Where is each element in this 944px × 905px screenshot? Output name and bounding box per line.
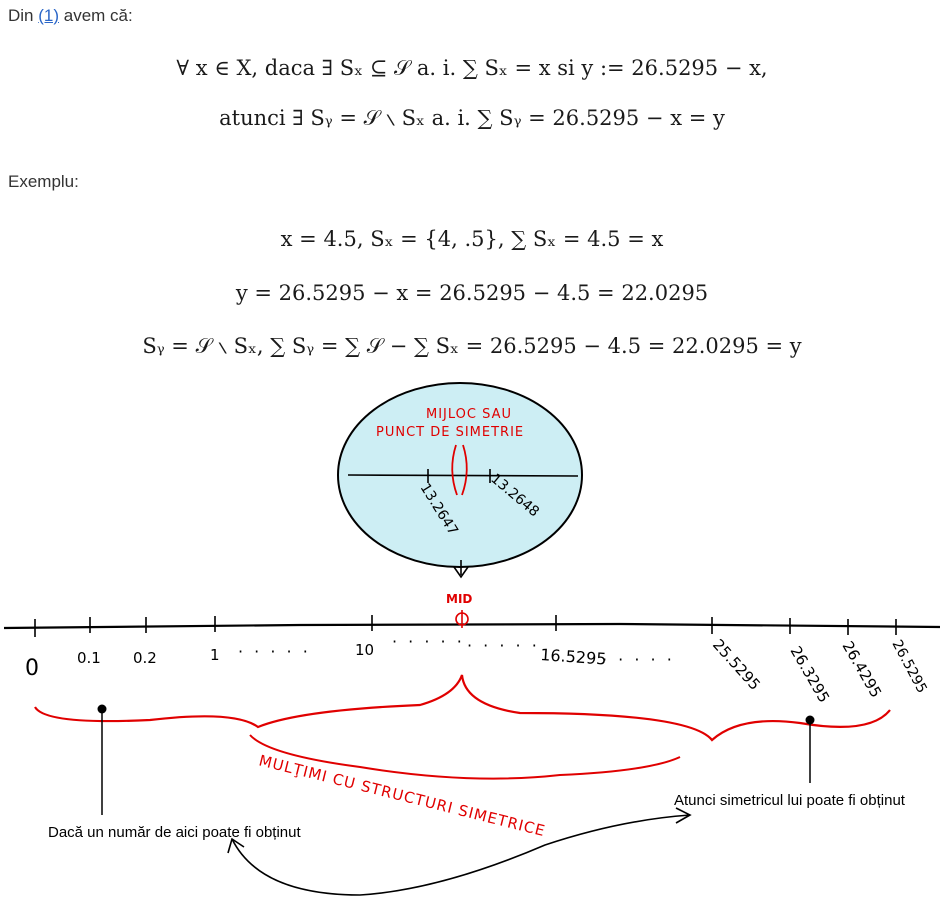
upper-brace	[34, 674, 891, 742]
symmetry-arrow	[231, 814, 691, 896]
tick-label: 0.2	[133, 649, 157, 667]
zoom-title-2: PUNCT DE SIMETRIE	[376, 425, 524, 440]
zoom-title-1: MIJLOC SAU	[426, 407, 512, 422]
formula-line-1: ∀ x ∈ X, daca ∃ Sₓ ⊆ 𝒮 a. i. ∑ Sₓ = x si…	[176, 56, 768, 80]
tick-label: 1	[210, 646, 220, 664]
axis-dots: · · · · ·	[467, 636, 540, 655]
caption-right: Atunci simetricul lui poate fi obținut	[674, 792, 906, 809]
intro-prefix: Din	[8, 6, 39, 25]
formula-line-2: atunci ∃ Sᵧ = 𝒮 ∖ Sₓ a. i. ∑ Sᵧ = 26.529…	[219, 106, 725, 130]
intro-paragraph: Din (1) avem că:	[8, 6, 133, 26]
zoom-axis	[347, 474, 579, 477]
equation-reference-link[interactable]: (1)	[38, 6, 60, 25]
tick-label: 0.1	[77, 649, 101, 667]
tick-label: 26.5295	[888, 637, 929, 696]
tick-label: 10	[355, 641, 374, 659]
tick-label: 25.5295	[709, 636, 764, 694]
mid-label: MID	[446, 592, 472, 606]
intro-suffix: avem că:	[59, 6, 133, 25]
example-line-3: Sᵧ = 𝒮 ∖ Sₓ, ∑ Sᵧ = ∑ 𝒮 − ∑ Sₓ = 26.5295…	[142, 334, 802, 358]
tick-label: 0	[25, 656, 39, 681]
axis-dots: · · · · ·	[392, 632, 465, 651]
example-line-1: x = 4.5, Sₓ = {4, .5}, ∑ Sₓ = 4.5 = x	[280, 227, 664, 251]
caption-left: Dacă un număr de aici poate fi obținut	[48, 824, 301, 841]
lower-brace	[249, 734, 681, 780]
tick-label: 16.5295	[540, 645, 607, 669]
example-line-2: y = 26.5295 − x = 26.5295 − 4.5 = 22.029…	[235, 281, 709, 305]
axis-dots: · · · · ·	[602, 650, 675, 669]
example-label: Exemplu:	[8, 172, 79, 191]
axis-dots: · · · · ·	[238, 642, 311, 661]
tick-label: 26.3295	[787, 643, 834, 706]
number-line-drawing: MIJLOC SAU PUNCT DE SIMETRIE 13.2647 13.…	[3, 382, 941, 896]
axis-ticks	[34, 615, 897, 637]
main-axis	[3, 622, 941, 630]
tick-label: 26.4295	[839, 638, 886, 701]
zoom-right-bracket	[461, 444, 468, 496]
zoom-left-bracket	[451, 444, 458, 496]
